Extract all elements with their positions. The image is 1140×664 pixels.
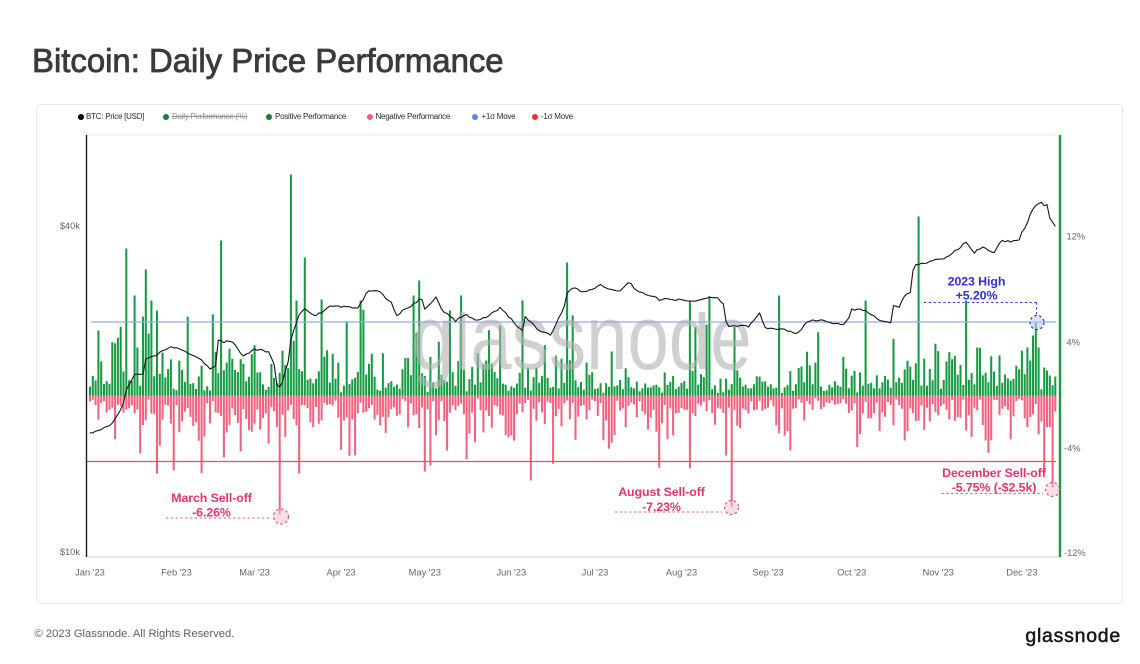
svg-text:Mar '23: Mar '23 <box>239 568 270 578</box>
svg-text:Jan '23: Jan '23 <box>75 568 105 578</box>
svg-text:August Sell-off: August Sell-off <box>618 485 706 499</box>
svg-text:4%: 4% <box>1067 338 1080 348</box>
svg-text:$10k: $10k <box>60 547 81 557</box>
svg-text:-5.75% (-$2.5k): -5.75% (-$2.5k) <box>952 481 1037 495</box>
svg-text:Apr '23: Apr '23 <box>327 568 356 578</box>
svg-text:Sep '23: Sep '23 <box>752 568 783 578</box>
svg-text:May '23: May '23 <box>409 568 441 578</box>
svg-text:Oct '23: Oct '23 <box>837 568 866 578</box>
svg-text:Feb '23: Feb '23 <box>161 568 192 578</box>
svg-text:-6.26%: -6.26% <box>192 506 231 520</box>
svg-text:glassnode: glassnode <box>412 285 751 388</box>
svg-text:Dec '23: Dec '23 <box>1006 568 1037 578</box>
svg-text:-12%: -12% <box>1064 548 1086 558</box>
svg-text:March Sell-off: March Sell-off <box>171 491 252 505</box>
svg-text:Jun '23: Jun '23 <box>496 568 526 578</box>
svg-text:+5.20%: +5.20% <box>956 289 998 303</box>
svg-text:2023 High: 2023 High <box>948 275 1006 289</box>
svg-text:Aug '23: Aug '23 <box>666 568 697 578</box>
svg-text:December Sell-off: December Sell-off <box>942 466 1047 480</box>
svg-text:$40k: $40k <box>60 221 81 231</box>
svg-text:12%: 12% <box>1067 232 1086 242</box>
svg-text:-7.23%: -7.23% <box>642 500 681 514</box>
svg-text:Jul '23: Jul '23 <box>582 568 609 578</box>
svg-text:-4%: -4% <box>1064 444 1081 454</box>
svg-text:Nov '23: Nov '23 <box>923 568 954 578</box>
